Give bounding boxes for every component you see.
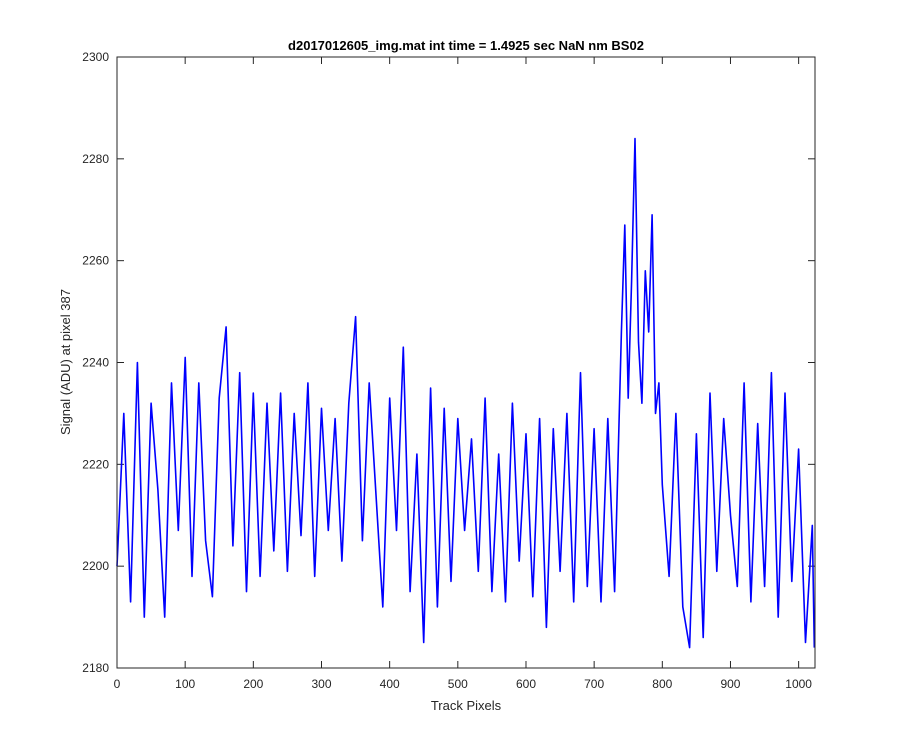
signal-series-line xyxy=(116,137,816,649)
y-tick-label: 2260 xyxy=(82,254,109,268)
chart-title: d2017012605_img.mat int time = 1.4925 se… xyxy=(288,38,644,53)
x-tick-label: 400 xyxy=(380,677,400,691)
x-tick-labels: 0 100 200 300 400 500 600 700 800 900 1000 xyxy=(114,677,813,691)
x-tick-label: 1000 xyxy=(785,677,812,691)
x-tick-label: 200 xyxy=(243,677,263,691)
y-tick-label: 2280 xyxy=(82,152,109,166)
y-tick-labels: 2180 2200 2220 2240 2260 2280 2300 xyxy=(82,50,109,675)
x-tick-label: 0 xyxy=(114,677,121,691)
y-axis-label: Signal (ADU) at pixel 387 xyxy=(58,289,73,435)
y-tick-label: 2220 xyxy=(82,457,109,471)
x-tick-label: 900 xyxy=(720,677,740,691)
x-tick-label: 600 xyxy=(516,677,536,691)
x-tick-label: 100 xyxy=(175,677,195,691)
y-tick-label: 2180 xyxy=(82,661,109,675)
plot-area-background xyxy=(117,57,815,668)
y-tick-label: 2300 xyxy=(82,50,109,64)
x-axis-label: Track Pixels xyxy=(431,698,502,713)
x-tick-label: 700 xyxy=(584,677,604,691)
x-tick-label: 300 xyxy=(311,677,331,691)
x-tick-label: 500 xyxy=(448,677,468,691)
y-tick-label: 2200 xyxy=(82,559,109,573)
plot-box xyxy=(116,56,816,669)
y-tick-label: 2240 xyxy=(82,356,109,370)
x-tick-label: 800 xyxy=(652,677,672,691)
